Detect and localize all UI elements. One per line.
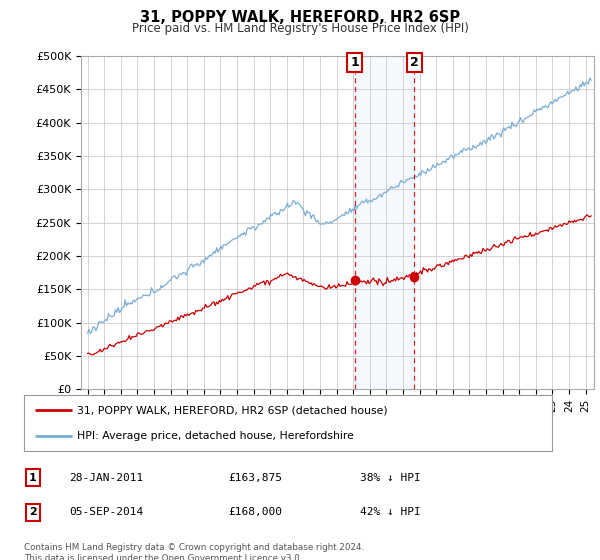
- Text: Price paid vs. HM Land Registry's House Price Index (HPI): Price paid vs. HM Land Registry's House …: [131, 22, 469, 35]
- Text: 1: 1: [350, 56, 359, 69]
- Text: 2: 2: [410, 56, 419, 69]
- Text: 31, POPPY WALK, HEREFORD, HR2 6SP: 31, POPPY WALK, HEREFORD, HR2 6SP: [140, 10, 460, 25]
- Text: 31, POPPY WALK, HEREFORD, HR2 6SP (detached house): 31, POPPY WALK, HEREFORD, HR2 6SP (detac…: [77, 405, 388, 416]
- Text: HPI: Average price, detached house, Herefordshire: HPI: Average price, detached house, Here…: [77, 431, 353, 441]
- Text: Contains HM Land Registry data © Crown copyright and database right 2024.
This d: Contains HM Land Registry data © Crown c…: [24, 543, 364, 560]
- Text: 05-SEP-2014: 05-SEP-2014: [69, 507, 143, 517]
- Bar: [355, 56, 415, 389]
- Text: 38% ↓ HPI: 38% ↓ HPI: [360, 473, 421, 483]
- Text: £163,875: £163,875: [228, 473, 282, 483]
- Text: 1: 1: [29, 473, 37, 483]
- Text: 2: 2: [29, 507, 37, 517]
- Text: 28-JAN-2011: 28-JAN-2011: [69, 473, 143, 483]
- Text: £168,000: £168,000: [228, 507, 282, 517]
- Text: 42% ↓ HPI: 42% ↓ HPI: [360, 507, 421, 517]
